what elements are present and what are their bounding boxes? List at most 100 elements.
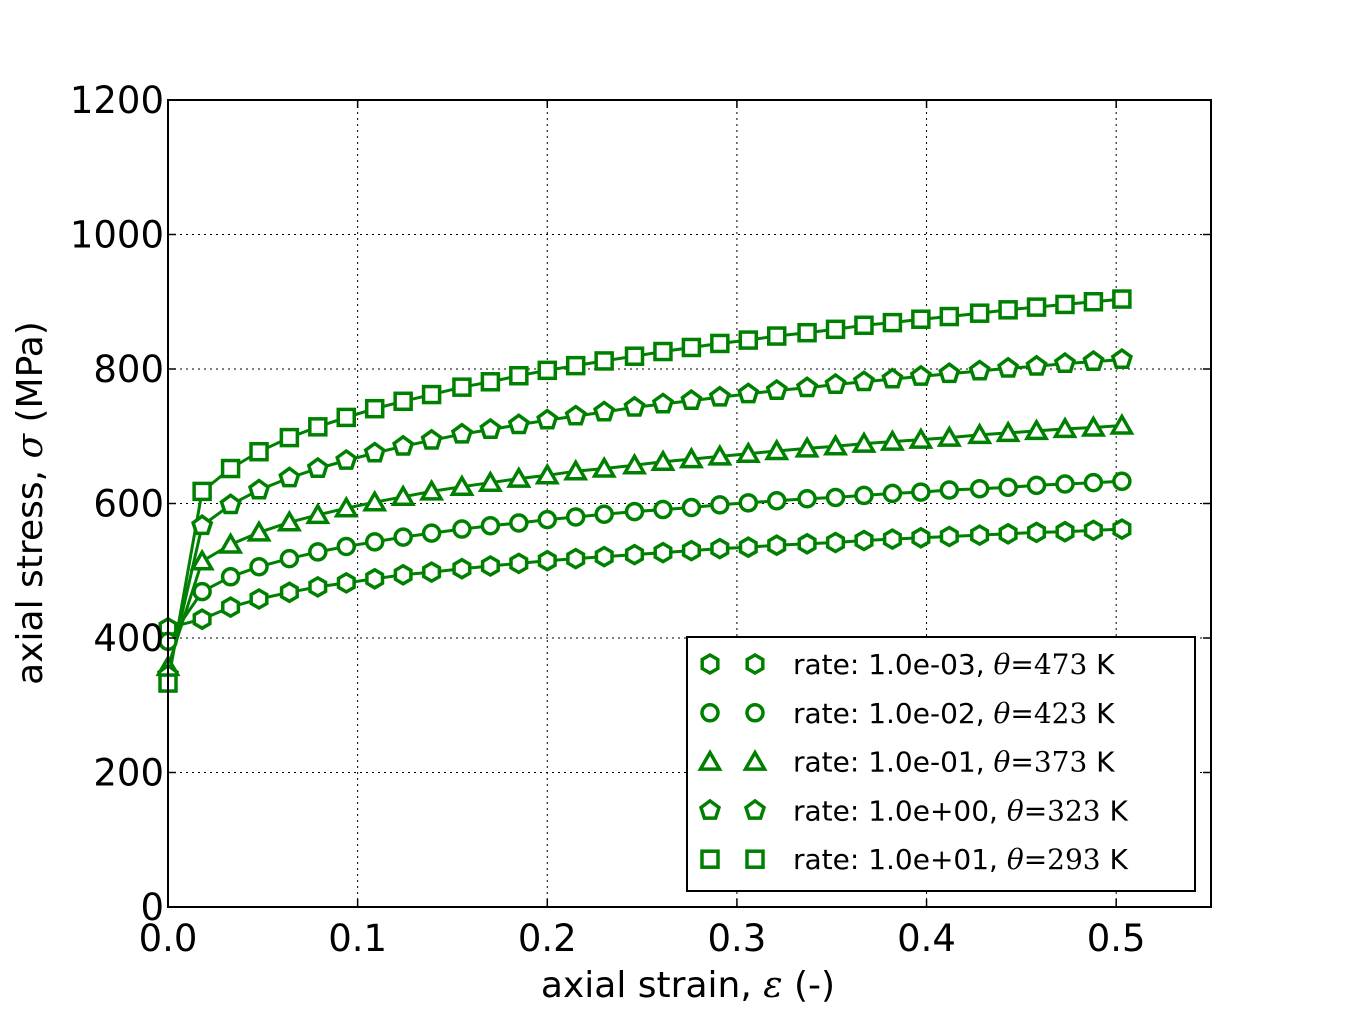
triangle-marker <box>1052 416 1078 439</box>
hexagon-marker <box>998 522 1018 545</box>
hexagon-marker <box>480 554 500 578</box>
square-marker <box>939 306 960 327</box>
hexagon-marker <box>1083 519 1103 542</box>
pentagon-marker <box>881 367 904 389</box>
square-marker <box>653 341 673 362</box>
legend-theta-symbol: θ <box>994 697 1011 730</box>
circle-marker <box>766 491 787 511</box>
legend-label: rate: 1.0e+01, θ=293 K <box>793 843 1129 876</box>
triangle-marker <box>189 548 215 571</box>
pentagon-marker <box>1053 351 1077 374</box>
triangle-marker <box>879 429 905 451</box>
series-line-square <box>166 297 1123 684</box>
square-marker <box>624 346 645 366</box>
legend-label: rate: 1.0e-03, θ=473 K <box>793 648 1115 681</box>
legend-square-icon <box>700 849 720 869</box>
square-marker <box>192 481 212 502</box>
series-markers-square <box>158 289 1132 693</box>
hexagon-marker <box>738 536 758 559</box>
circle-marker <box>825 487 846 508</box>
square-marker <box>1112 289 1132 309</box>
legend-triangle-icon <box>742 749 768 771</box>
x-tick-label: 0.2 <box>518 917 577 960</box>
square-marker <box>854 315 874 336</box>
y-axis-label-symbol: σ <box>10 433 51 459</box>
circle-marker <box>1026 475 1047 496</box>
hexagon-marker <box>624 543 645 566</box>
legend-temperature-value: =293 <box>1024 843 1101 876</box>
y-axis-label: axial stress, σ (MPa) <box>10 321 51 685</box>
hexagon-marker <box>452 557 472 580</box>
triangle-marker <box>362 489 388 512</box>
circle-marker <box>710 495 730 515</box>
triangle-marker <box>534 462 560 485</box>
circle-marker <box>336 536 357 557</box>
hexagon-marker <box>767 534 787 557</box>
triangle-marker <box>419 478 445 501</box>
y-tick-label: 0 <box>140 886 164 929</box>
square-marker <box>220 458 241 479</box>
series-markers-pentagon <box>156 347 1133 685</box>
pentagon-marker <box>479 417 502 439</box>
x-axis-label-symbol: ε <box>763 965 782 1006</box>
circle-marker <box>393 527 413 547</box>
triangle-marker <box>276 509 302 532</box>
triangle-marker <box>563 458 589 481</box>
pentagon-marker <box>306 456 329 478</box>
pentagon-marker <box>507 413 530 435</box>
legend-label: rate: 1.0e+00, θ=323 K <box>793 794 1129 827</box>
hexagon-marker <box>566 547 586 570</box>
square-marker <box>594 351 614 371</box>
legend-circle-icon <box>700 703 720 723</box>
circle-marker <box>364 532 385 552</box>
triangle-marker <box>477 470 503 492</box>
circle-marker <box>537 509 558 530</box>
legend-entry: rate: 1.0e+00, θ=323 K <box>698 794 1129 827</box>
y-tick-label: 400 <box>93 617 164 660</box>
circle-marker <box>854 485 874 506</box>
triangle-marker <box>967 422 993 445</box>
y-tick-label: 200 <box>93 752 164 795</box>
pentagon-marker <box>737 382 760 404</box>
hexagon-marker <box>882 528 902 551</box>
series-line-triangle <box>166 424 1123 668</box>
legend-box <box>686 636 1196 892</box>
pentagon-marker <box>824 372 847 394</box>
legend-rate-text: rate: 1.0e-03, <box>793 648 994 681</box>
circle-marker <box>565 507 586 527</box>
pentagon-marker <box>219 493 242 515</box>
circle-marker <box>624 501 645 522</box>
hexagon-marker <box>797 532 817 555</box>
legend-temperature-value: =473 <box>1010 648 1087 681</box>
circle-marker <box>192 581 212 602</box>
hexagon-marker <box>1112 518 1132 541</box>
legend-square-icon <box>745 849 765 869</box>
legend-temperature-value: =323 <box>1024 794 1101 827</box>
pentagon-marker <box>852 370 876 392</box>
circle-marker <box>797 489 817 509</box>
triangle-marker <box>591 456 617 478</box>
circle-marker <box>1055 474 1075 494</box>
square-marker <box>480 372 501 392</box>
circle-marker <box>653 499 673 520</box>
square-marker <box>308 417 328 437</box>
pentagon-marker <box>1110 347 1133 370</box>
hexagon-marker <box>710 537 730 560</box>
hexagon-marker <box>1055 520 1075 543</box>
pentagon-marker <box>1082 349 1105 372</box>
square-marker <box>710 333 730 354</box>
circle-marker <box>911 482 931 502</box>
square-marker <box>738 330 759 350</box>
square-marker <box>537 360 558 381</box>
hexagon-marker <box>825 531 846 554</box>
circle-marker <box>308 542 328 562</box>
triangle-marker <box>333 495 359 518</box>
square-marker <box>565 355 586 376</box>
legend-rate-text: rate: 1.0e-02, <box>793 697 994 730</box>
y-tick-label: 1200 <box>70 79 164 122</box>
triangle-marker <box>1023 418 1050 441</box>
triangle-marker <box>390 484 416 507</box>
legend-unit: K <box>1101 794 1129 827</box>
hexagon-marker <box>279 581 299 604</box>
y-tick-label: 800 <box>93 348 164 391</box>
